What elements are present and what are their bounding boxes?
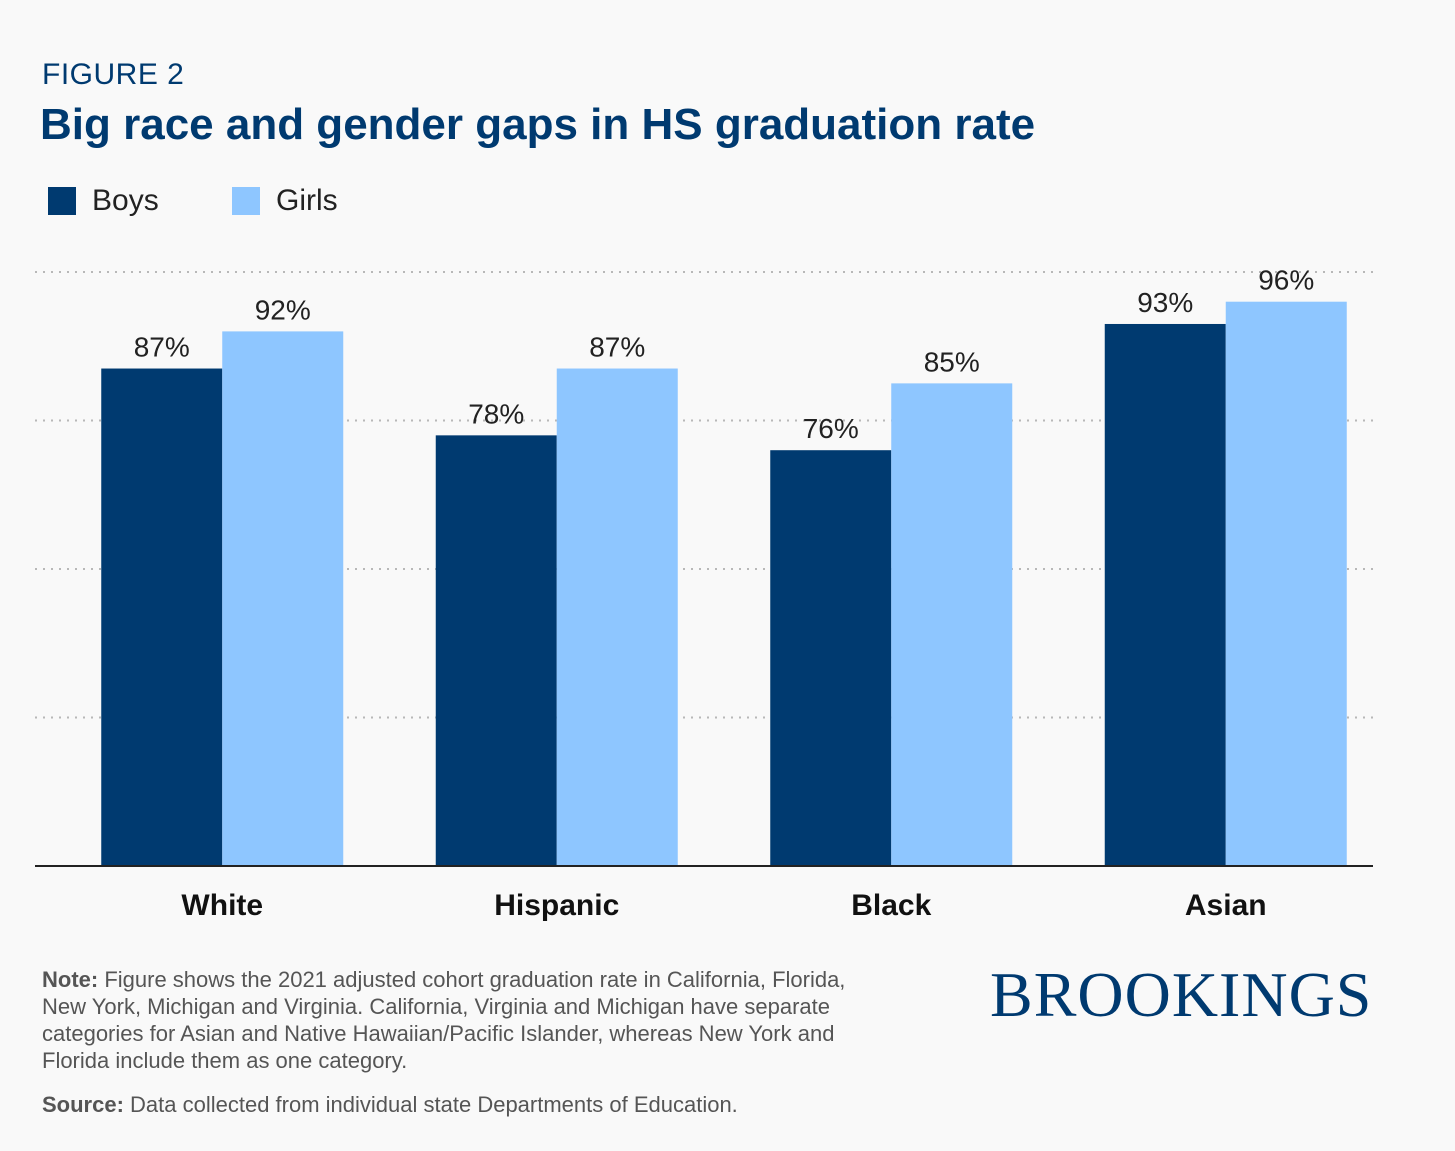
note-label: Note: <box>42 967 99 992</box>
chart-title: Big race and gender gaps in HS graduatio… <box>40 100 1036 149</box>
legend-label-girls: Girls <box>276 184 338 217</box>
brookings-logo: BROOKINGS <box>990 959 1373 1030</box>
bar-asian-boys <box>1104 323 1226 867</box>
source-label: Source: <box>42 1092 124 1117</box>
note-text: Figure shows the 2021 adjusted cohort gr… <box>42 967 846 1073</box>
data-label-hispanic-girls: 87% <box>589 332 645 363</box>
category-label-asian: Asian <box>1185 889 1267 922</box>
category-label-hispanic: Hispanic <box>494 889 619 922</box>
data-label-asian-boys: 93% <box>1137 287 1193 318</box>
legend-item-boys: Boys <box>48 184 159 218</box>
legend-label-boys: Boys <box>92 184 159 217</box>
bar-white-boys <box>101 368 223 866</box>
bar-hispanic-girls <box>556 368 678 866</box>
source-text: Data collected from individual state Dep… <box>123 1092 738 1117</box>
data-label-white-girls: 92% <box>255 294 311 325</box>
figure-label: FIGURE 2 <box>42 58 185 91</box>
legend-swatch-boys <box>48 187 76 215</box>
note: Note: Figure shows the 2021 adjusted coh… <box>42 966 862 1074</box>
category-label-white: White <box>181 889 263 922</box>
data-label-black-boys: 76% <box>803 413 859 444</box>
data-label-hispanic-boys: 78% <box>468 398 524 429</box>
bar-hispanic-boys <box>435 435 557 866</box>
legend-swatch-girls <box>232 187 260 215</box>
bar-asian-girls <box>1225 301 1347 866</box>
data-label-asian-girls: 96% <box>1258 265 1314 296</box>
bar-black-girls <box>891 383 1013 866</box>
data-label-white-boys: 87% <box>134 332 190 363</box>
category-label-black: Black <box>851 889 931 922</box>
legend-item-girls: Girls <box>232 184 338 218</box>
bar-black-boys <box>770 450 892 866</box>
bar-chart: 87% 92% White 78% 87% Hispanic 76% 85% Black 93% 9… <box>35 265 1373 922</box>
source: Source: Data collected from individual s… <box>42 1092 942 1118</box>
bar-white-girls <box>222 331 344 866</box>
data-label-black-girls: 85% <box>924 346 980 377</box>
